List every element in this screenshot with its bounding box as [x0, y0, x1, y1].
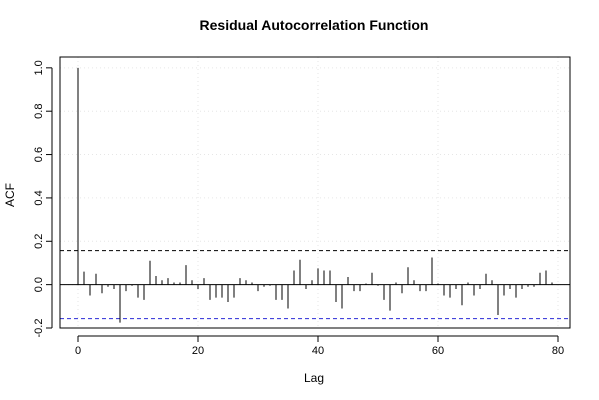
y-tick-label: 1.0	[33, 60, 45, 75]
y-axis-label: ACF	[3, 183, 17, 207]
y-tick-label: 0.6	[33, 147, 45, 162]
chart-title: Residual Autocorrelation Function	[200, 17, 429, 33]
confidence-bands	[60, 250, 570, 320]
y-tick-label: 0.4	[33, 190, 45, 205]
grid-lines	[60, 57, 570, 329]
x-tick-label: 40	[312, 345, 324, 357]
x-axis-label: Lag	[304, 371, 324, 385]
y-tick-label: 0.8	[33, 104, 45, 119]
x-axis: 0 20 40 60 80	[75, 335, 564, 357]
y-axis: -0.2 0.0 0.2 0.4 0.6 0.8 1.0	[33, 60, 53, 338]
y-tick-label: 0.2	[33, 234, 45, 249]
x-tick-label: 60	[432, 345, 444, 357]
x-tick-label: 80	[552, 345, 564, 357]
x-tick-label: 20	[192, 345, 204, 357]
y-tick-label: 0.0	[33, 277, 45, 292]
x-tick-label: 0	[75, 345, 81, 357]
acf-bars	[77, 67, 553, 323]
plot-frame	[59, 56, 571, 329]
y-tick-label: -0.2	[33, 319, 45, 338]
